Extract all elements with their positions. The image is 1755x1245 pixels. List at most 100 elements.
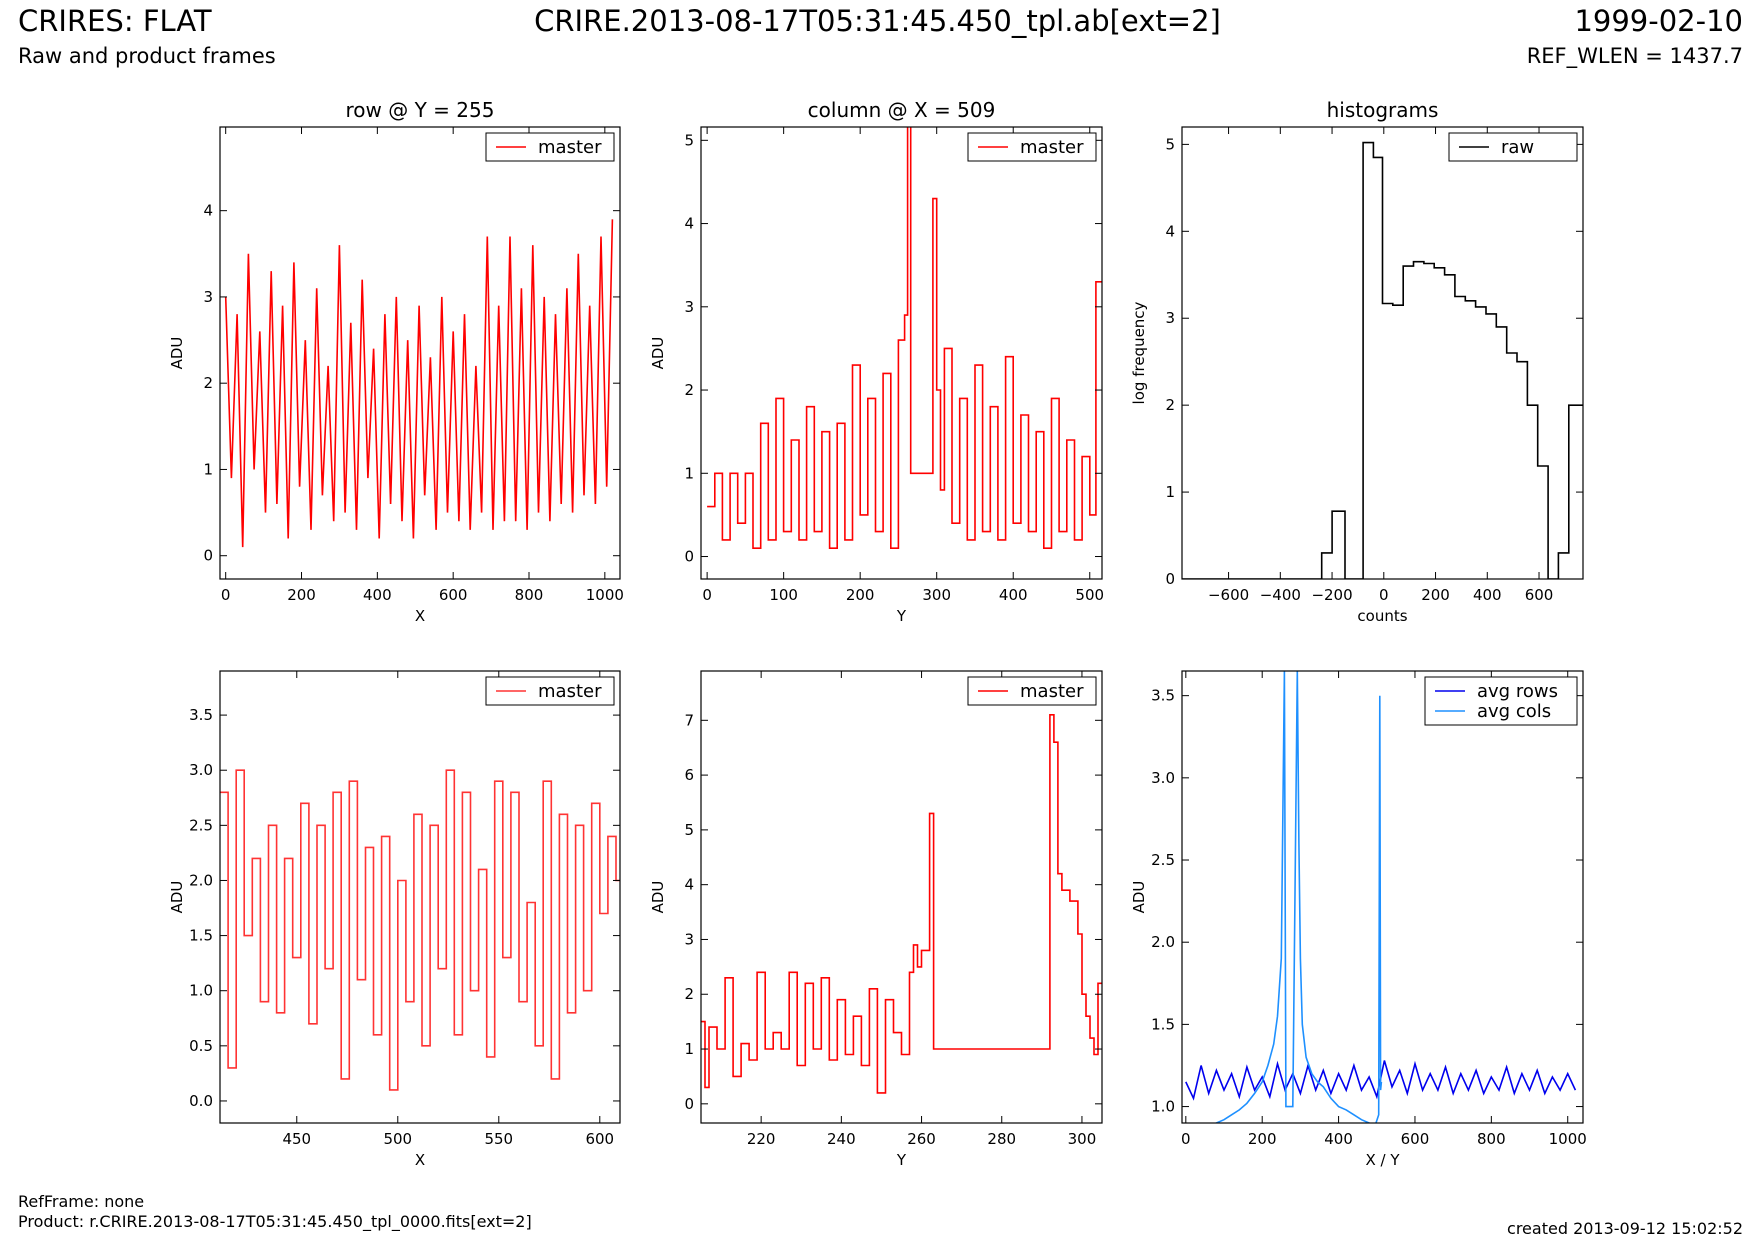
y-tick-label: 2.5 [189,816,213,834]
x-axis-label: X / Y [1365,1151,1400,1169]
legend-label: master [1020,137,1084,158]
x-tick-label: −200 [1311,586,1352,604]
plot-frame [219,670,621,1124]
x-tick-label: 1000 [1549,1130,1587,1148]
y-tick-label: 3.0 [1151,769,1175,787]
series-master [224,219,614,548]
x-axis-label: X [415,607,425,625]
y-tick-label: 1 [203,460,213,478]
y-tick-label: 4 [684,215,694,233]
y-tick-label: 1.5 [189,927,213,945]
chart-averages: 0 200 400 600 800 1000 1.0 1.5 2.0 2.5 3.0 3.5 X / Y… [1130,670,1587,1169]
y-axis-label: ADU [649,337,667,370]
series-avg-cols [1214,671,1383,1123]
y-axis-label: ADU [649,881,667,914]
legend: master [485,132,615,162]
x-tick-label: 0 [1181,1130,1191,1148]
x-tick-label: 0 [702,586,712,604]
plot-frame [700,126,1103,580]
y-axis-label: ADU [1130,881,1148,914]
y-tick-label: 1 [684,1040,694,1058]
y-tick-label: 2 [684,381,694,399]
y-tick-label: 2.5 [1151,851,1175,869]
series-master [707,127,1102,549]
series-master [701,714,1102,1094]
legend-label: avg rows [1477,681,1558,702]
product-label: Product: r.CRIRE.2013-08-17T05:31:45.450… [18,1212,532,1231]
legend-label: master [538,681,602,702]
y-tick-label: 2 [203,374,213,392]
x-tick-label: 200 [1248,1130,1277,1148]
legend-label: avg cols [1477,701,1551,722]
y-axis-label: ADU [168,337,186,370]
ref-wlen-label: REF_WLEN = 1437.7 [1526,44,1743,68]
legend-label: master [1020,681,1084,702]
y-tick-label: 3 [1165,309,1175,327]
y-tick-label: 0.5 [189,1037,213,1055]
chart-column: 0 100 200 300 400 500 0 1 2 3 4 5 column @ X = 509 Y A… [649,98,1104,625]
y-tick-label: 6 [684,766,694,784]
x-tick-label: 600 [439,586,468,604]
y-axis-label: ADU [168,881,186,914]
y-tick-label: 2 [684,985,694,1003]
x-tick-label: −600 [1208,586,1249,604]
y-tick-label: 1 [684,464,694,482]
y-tick-label: 1.5 [1151,1015,1175,1033]
page-subtitle: Raw and product frames [18,44,276,68]
legend: raw [1448,132,1578,162]
x-tick-label: 800 [1477,1130,1506,1148]
x-tick-label: 400 [363,586,392,604]
y-axis-label: log frequency [1130,301,1148,404]
plot-frame [219,126,621,580]
x-tick-label: 300 [1068,1130,1097,1148]
y-tick-label: 1 [1165,483,1175,501]
x-tick-label: 600 [1401,1130,1430,1148]
y-tick-label: 3.5 [189,706,213,724]
chart-title: column @ X = 509 [808,98,996,122]
legend: master [485,676,615,706]
legend-box [1424,676,1578,726]
y-tick-label: 1.0 [1151,1098,1175,1116]
legend: master [967,676,1097,706]
x-axis-label: X [415,1151,425,1169]
x-tick-label: 800 [515,586,544,604]
x-tick-label: 450 [282,1130,311,1148]
x-tick-label: 500 [1075,586,1104,604]
x-tick-label: 240 [827,1130,856,1148]
x-tick-label: −400 [1260,586,1301,604]
x-tick-label: 600 [585,1130,614,1148]
page-title: CRIRES: FLAT [18,4,212,38]
y-tick-label: 0 [1165,570,1175,588]
ref-frame-label: RefFrame: none [18,1192,145,1211]
x-tick-label: 260 [907,1130,936,1148]
legend-label: master [538,137,602,158]
y-tick-label: 5 [684,821,694,839]
x-tick-label: 200 [1421,586,1450,604]
x-tick-label: 600 [1525,586,1554,604]
x-axis-label: Y [896,1151,907,1169]
series-raw [1182,141,1583,579]
x-tick-label: 200 [287,586,316,604]
plot-frame [1181,126,1584,580]
y-tick-label: 1.0 [189,982,213,1000]
chart-title: histograms [1327,98,1439,122]
series-master [220,769,620,1091]
x-tick-label: 300 [922,586,951,604]
x-tick-label: 400 [999,586,1028,604]
y-tick-label: 3 [684,298,694,316]
date-label: 1999-02-10 [1574,4,1743,38]
frame-title: CRIRE.2013-08-17T05:31:45.450_tpl.ab[ext… [534,4,1221,38]
chart-title: row @ Y = 255 [346,98,495,122]
legend-label: raw [1501,137,1534,158]
x-tick-label: 500 [383,1130,412,1148]
y-tick-label: 4 [684,876,694,894]
plot-frame [700,670,1103,1124]
plot-frame [1181,670,1584,1124]
x-axis-label: Y [896,607,907,625]
y-tick-label: 4 [203,202,213,220]
x-tick-label: 550 [484,1130,513,1148]
x-tick-label: 0 [1379,586,1389,604]
y-tick-label: 2.0 [1151,933,1175,951]
